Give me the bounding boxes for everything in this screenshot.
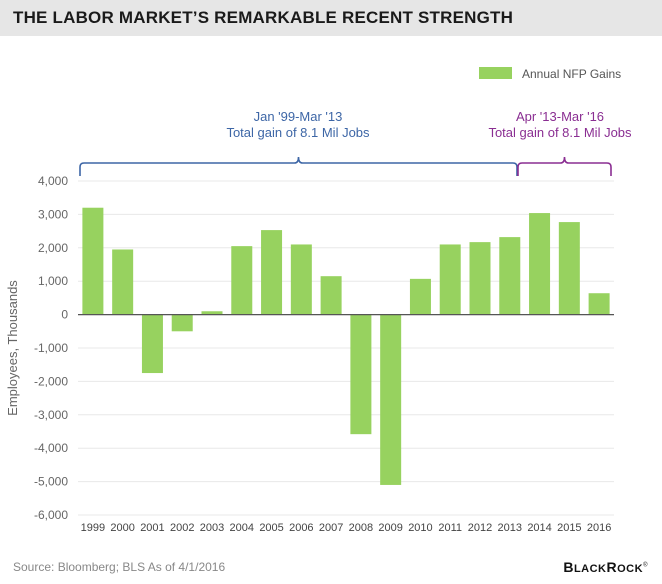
bar bbox=[469, 242, 491, 315]
bar bbox=[112, 249, 134, 315]
bar bbox=[558, 222, 580, 315]
x-tick-label: 2005 bbox=[259, 522, 283, 534]
x-tick-label: 2006 bbox=[289, 522, 313, 534]
bar bbox=[201, 311, 223, 315]
y-tick-label: 3,000 bbox=[38, 207, 68, 221]
bar bbox=[439, 244, 461, 315]
bracket-2013-2016 bbox=[517, 156, 612, 176]
bar bbox=[261, 230, 283, 315]
y-tick-label: 1,000 bbox=[38, 274, 68, 288]
x-tick-label: 2015 bbox=[557, 522, 581, 534]
y-tick-label: -6,000 bbox=[34, 508, 68, 522]
x-tick-label: 2009 bbox=[378, 522, 402, 534]
x-tick-label: 2012 bbox=[468, 522, 492, 534]
bracket-1999-2013 bbox=[79, 156, 518, 176]
y-tick-label: 0 bbox=[61, 308, 68, 322]
legend-label: Annual NFP Gains bbox=[522, 67, 621, 81]
x-tick-label: 2011 bbox=[438, 522, 462, 534]
bar-chart: 4,000 3,000 2,000 1,000 0 -1,000 -2,000 -3,000 -… bbox=[5, 67, 632, 534]
blackrock-logo: BLACKROCK® bbox=[563, 559, 648, 575]
annotation-period1-dates: Jan '99-Mar '13 bbox=[254, 109, 343, 124]
legend-swatch bbox=[479, 67, 512, 79]
x-tick-label: 2003 bbox=[200, 522, 224, 534]
annotation-period2-total: Total gain of 8.1 Mil Jobs bbox=[488, 125, 632, 140]
y-tick-label: 4,000 bbox=[38, 174, 68, 188]
x-tick-label: 2013 bbox=[498, 522, 522, 534]
y-tick-label: -3,000 bbox=[34, 408, 68, 422]
x-tick-label: 2008 bbox=[349, 522, 373, 534]
title-bar: THE LABOR MARKET’S REMARKABLE RECENT STR… bbox=[0, 0, 662, 36]
x-tick-label: 2007 bbox=[319, 522, 343, 534]
chart-title: THE LABOR MARKET’S REMARKABLE RECENT STR… bbox=[13, 8, 514, 27]
bar bbox=[588, 293, 610, 315]
bar bbox=[290, 244, 312, 315]
y-tick-label: -5,000 bbox=[34, 475, 68, 489]
source-note: Source: Bloomberg; BLS As of 4/1/2016 bbox=[13, 560, 226, 574]
x-tick-label: 2016 bbox=[587, 522, 611, 534]
y-tick-label: -2,000 bbox=[34, 374, 68, 388]
y-tick-label: 2,000 bbox=[38, 241, 68, 255]
x-tick-label: 2002 bbox=[170, 522, 194, 534]
annotation-period2-dates: Apr '13-Mar '16 bbox=[516, 109, 604, 124]
x-tick-label: 2000 bbox=[110, 522, 134, 534]
bar bbox=[499, 237, 521, 315]
bar bbox=[409, 278, 431, 315]
bar bbox=[320, 276, 342, 315]
x-tick-label: 1999 bbox=[81, 522, 105, 534]
x-tick-label: 2010 bbox=[408, 522, 432, 534]
x-tick-label: 2014 bbox=[527, 522, 551, 534]
x-tick-label: 2001 bbox=[140, 522, 164, 534]
bar bbox=[380, 314, 402, 485]
annotation-period1-total: Total gain of 8.1 Mil Jobs bbox=[226, 125, 370, 140]
bar bbox=[82, 207, 104, 315]
bar bbox=[529, 213, 551, 315]
bar bbox=[141, 314, 163, 374]
y-axis-label: Employees, Thousands bbox=[5, 280, 20, 416]
x-tick-label: 2004 bbox=[230, 522, 254, 534]
bar bbox=[171, 314, 193, 332]
y-tick-label: -4,000 bbox=[34, 441, 68, 455]
bar bbox=[350, 314, 372, 435]
y-tick-label: -1,000 bbox=[34, 341, 68, 355]
bar bbox=[231, 246, 253, 315]
